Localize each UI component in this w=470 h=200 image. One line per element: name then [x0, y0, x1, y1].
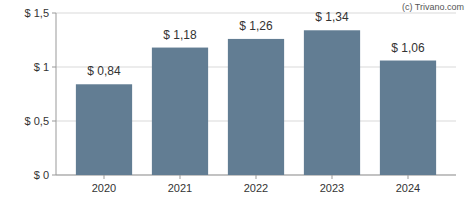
x-tick-mark: [332, 175, 333, 179]
bar: [228, 39, 284, 175]
tick-mark: [52, 13, 56, 14]
x-tick-label: 2024: [396, 182, 420, 194]
x-tick-mark: [408, 175, 409, 179]
grid-line: [56, 13, 456, 14]
chart-container: $ 0 $ 0,5 $ 1 $ 1,5 $ 0,84 2020 $ 1,18 2021 $ 1,…: [0, 0, 470, 200]
data-label: $ 0,84: [87, 64, 121, 78]
data-label: $ 1,34: [315, 10, 349, 24]
annotation: (c) Trivano.com: [402, 2, 464, 12]
x-tick-label: 2021: [168, 182, 192, 194]
data-label: $ 1,06: [391, 41, 425, 55]
x-tick-label: 2022: [244, 182, 268, 194]
data-label: $ 1,18: [163, 28, 197, 42]
bar: [152, 48, 208, 175]
bar: [76, 84, 132, 175]
x-tick-label: 2020: [92, 182, 116, 194]
tick-mark: [52, 67, 56, 68]
y-tick-label: $ 1: [34, 61, 49, 73]
y-tick-label: $ 0,5: [25, 115, 49, 127]
x-tick-mark: [180, 175, 181, 179]
chart-svg: $ 0 $ 0,5 $ 1 $ 1,5 $ 0,84 2020 $ 1,18 2021 $ 1,…: [0, 0, 470, 200]
y-axis-line: [56, 13, 57, 175]
bar: [304, 30, 360, 175]
data-label: $ 1,26: [239, 19, 273, 33]
tick-mark: [52, 121, 56, 122]
bar: [380, 61, 436, 175]
bars: [76, 30, 436, 175]
y-tick-label: $ 1,5: [25, 7, 49, 19]
y-tick-label: $ 0: [34, 169, 49, 181]
x-tick-label: 2023: [320, 182, 344, 194]
tick-mark: [52, 175, 56, 176]
x-tick-mark: [104, 175, 105, 179]
x-tick-mark: [256, 175, 257, 179]
